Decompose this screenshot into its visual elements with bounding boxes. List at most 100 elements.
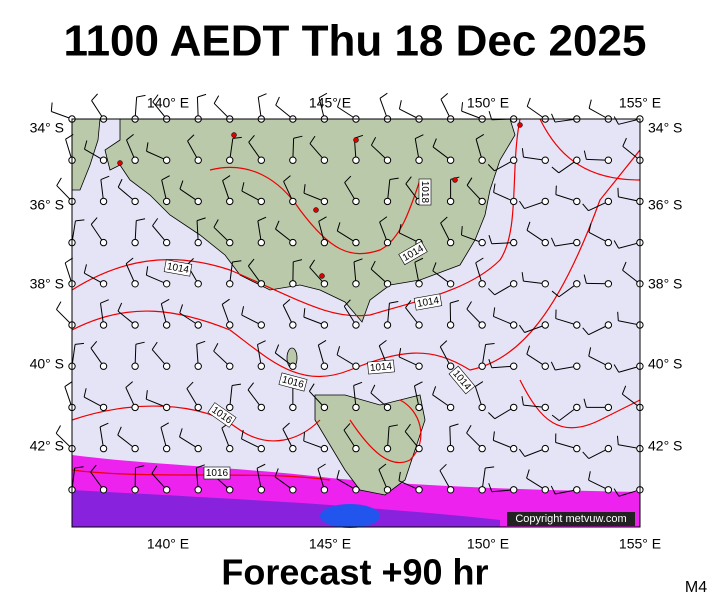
map-frame (71, 118, 641, 528)
barb-flag (613, 116, 619, 125)
station (162, 362, 171, 370)
barb-flag (461, 102, 464, 112)
isobar-label-box (367, 359, 395, 375)
wind-barb (460, 226, 486, 247)
barb-flag (450, 300, 460, 304)
station (99, 486, 108, 494)
barb-flag (526, 221, 531, 231)
barb-flag (485, 343, 495, 345)
isobar-label-box (398, 240, 428, 266)
wind-barb (466, 424, 486, 453)
wind-barb (405, 300, 423, 329)
wind-barb (186, 381, 202, 412)
barb-flag (466, 301, 472, 310)
wind-barb (582, 197, 613, 212)
wind-barb (526, 469, 549, 494)
station (194, 362, 202, 370)
rain-core (320, 504, 380, 528)
barb-flag (370, 260, 376, 270)
station (226, 444, 234, 453)
barb-flag (414, 381, 423, 387)
barb-flag (485, 466, 495, 469)
station (573, 280, 581, 288)
station (99, 156, 108, 164)
station (226, 197, 234, 206)
mainland (104, 118, 516, 323)
wind-barb (466, 301, 486, 329)
wind-barb (404, 423, 423, 453)
wind-barb (241, 430, 265, 453)
barb-flag (135, 465, 145, 469)
wind-barb (99, 299, 109, 329)
lon-label-bottom: 150° E (467, 536, 509, 552)
wind-barb (474, 381, 486, 412)
wind-barb (588, 471, 613, 494)
station (289, 486, 297, 494)
lat-label-left: 36° S (30, 197, 64, 213)
barb-flag (186, 381, 194, 389)
station (510, 156, 518, 164)
barb-flag (125, 257, 134, 265)
wind-barb (488, 403, 518, 420)
station (226, 362, 234, 370)
station (478, 280, 486, 288)
wind-barb (432, 262, 455, 288)
isobar-label-box (163, 259, 193, 277)
station (446, 321, 455, 329)
barb-flag (379, 92, 388, 99)
barb-flag (583, 398, 587, 408)
barb-flag (161, 175, 170, 181)
station (162, 238, 171, 247)
wind-barb (550, 361, 581, 371)
station (162, 444, 171, 453)
barb-flag (308, 383, 315, 392)
station (478, 321, 486, 329)
wind-barb (521, 148, 549, 164)
station (257, 238, 265, 247)
barb-flag (222, 175, 231, 182)
wind-barb (475, 257, 486, 288)
wind-barb (413, 381, 423, 412)
station (352, 321, 360, 329)
barb-flag (404, 423, 411, 432)
barb-flag (99, 422, 109, 428)
cities (117, 122, 523, 279)
station (478, 238, 486, 247)
wind-barb (247, 382, 265, 412)
wind-barb (226, 136, 242, 164)
barb-flag (487, 288, 496, 296)
wind-barb (432, 138, 455, 164)
station (162, 486, 171, 494)
lon-label-bottom: 145° E (309, 536, 351, 552)
station (257, 444, 265, 453)
station (257, 321, 265, 329)
wind-barb (213, 343, 234, 370)
barb-flag (449, 423, 459, 428)
barb-flag (582, 203, 589, 212)
station (541, 197, 549, 206)
wind-barb (521, 396, 549, 412)
barb-flag (293, 135, 303, 139)
barb-flag (90, 464, 97, 473)
city (452, 177, 458, 183)
wind-barb (582, 321, 613, 336)
wind-barb (125, 257, 139, 288)
station (320, 321, 329, 329)
station (573, 321, 581, 329)
wind-barb (146, 142, 171, 164)
barb-flag (519, 448, 526, 457)
wind-barb (583, 274, 613, 288)
station (131, 321, 139, 329)
barb-flag (179, 180, 184, 190)
station (131, 238, 139, 247)
station (320, 238, 329, 247)
wind-barb (466, 177, 486, 206)
barb-flag (519, 324, 525, 333)
station (194, 486, 202, 494)
barb-flag (389, 301, 399, 304)
barb-flag (488, 111, 493, 120)
barb-flag (415, 134, 424, 139)
barb-flag (439, 463, 447, 471)
city (117, 160, 123, 166)
barb-flag (309, 135, 316, 144)
